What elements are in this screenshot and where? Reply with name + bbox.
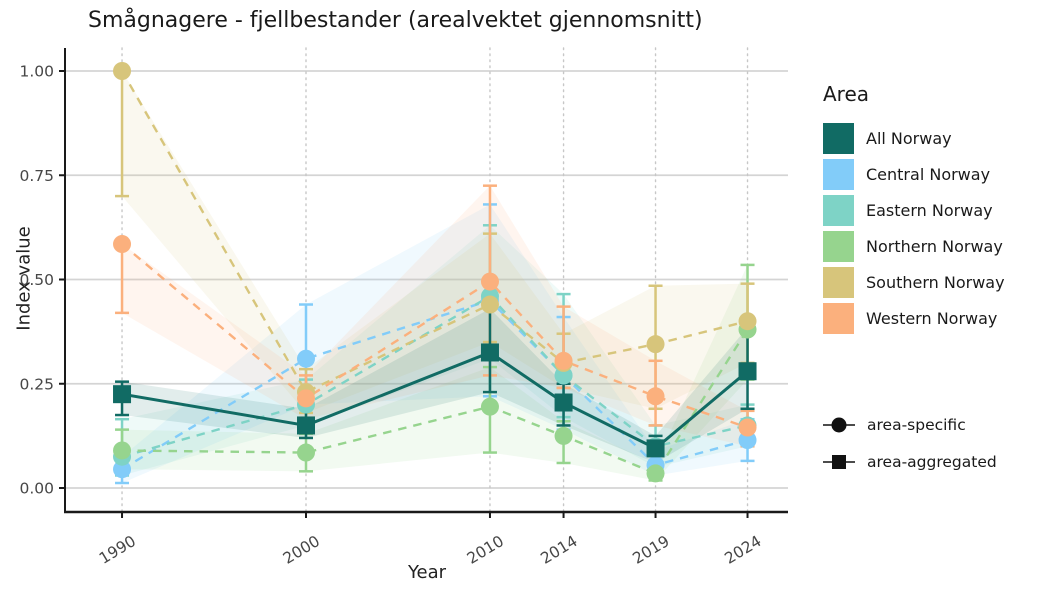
svg-text:0.50: 0.50 [19,271,54,289]
axes [59,48,788,518]
shape-label: area-aggregated [867,452,997,471]
svg-text:0.25: 0.25 [19,375,54,393]
legend-swatch-eastern-norway [823,194,854,226]
legend-item-western-norway: Western Norway [823,300,1005,336]
square-marker-icon [823,454,855,469]
legend-swatch-central-norway [823,158,854,190]
svg-text:2019: 2019 [630,532,673,568]
svg-text:0.75: 0.75 [19,167,54,185]
svg-text:0.00: 0.00 [19,480,54,498]
svg-text:2000: 2000 [280,532,323,568]
legend-label: Central Norway [866,164,991,184]
legend-area: Area All Norway Central Norway Eastern N… [823,82,1005,336]
legend-swatch-southern-norway [823,266,854,298]
legend-item-area-aggregated: area-aggregated [823,443,997,480]
svg-text:1.00: 1.00 [19,63,54,81]
circle-marker-icon [823,417,855,432]
legend-swatch-all-norway [823,122,854,154]
legend-item-all-norway: All Norway [823,120,1005,156]
legend-item-area-specific: area-specific [823,406,997,443]
legend-label: Northern Norway [866,236,1003,256]
shape-label: area-specific [867,415,966,434]
legend-label: Western Norway [866,308,998,328]
y-axis-title: Index value [13,226,35,331]
legend-shape: area-specific area-aggregated [823,406,997,480]
legend-swatch-western-norway [823,302,854,334]
y-tick-labels: 0.00 0.25 0.50 0.75 1.00 [19,63,54,498]
legend-label: Eastern Norway [866,200,993,220]
chart-title: Smågnagere - fjellbestander (arealvektet… [88,8,703,33]
x-axis-title: Year [407,562,447,583]
svg-text:1990: 1990 [96,532,139,568]
series-lines [120,70,749,475]
data-points [113,62,757,483]
legend-label: Southern Norway [866,272,1005,292]
legend-swatch-northern-norway [823,230,854,262]
legend-item-southern-norway: Southern Norway [823,264,1005,300]
legend-title: Area [823,82,870,106]
legend-item-northern-norway: Northern Norway [823,228,1005,264]
svg-text:2024: 2024 [721,532,764,568]
legend-label: All Norway [866,128,952,148]
legend-item-eastern-norway: Eastern Norway [823,192,1005,228]
svg-text:2014: 2014 [538,532,581,568]
legend-item-central-norway: Central Norway [823,156,1005,192]
